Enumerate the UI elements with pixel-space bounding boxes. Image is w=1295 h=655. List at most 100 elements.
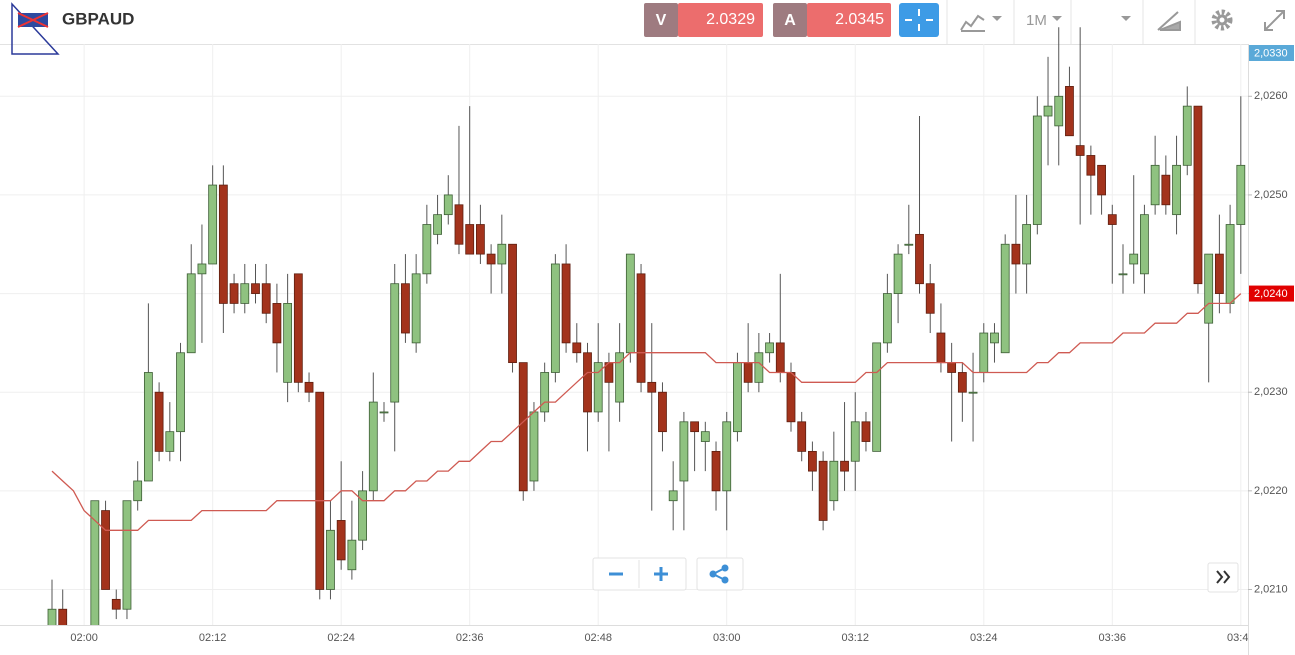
candle-body (368, 401, 378, 492)
candle-body (625, 253, 635, 354)
sell-price-box[interactable] (678, 3, 763, 37)
candle-body (336, 520, 346, 561)
candle-body (550, 263, 560, 373)
candle-body (1054, 95, 1064, 127)
buy-price-box[interactable] (807, 3, 891, 37)
candle-body (1000, 243, 1010, 354)
fullscreen-icon[interactable] (1264, 10, 1285, 31)
candle-body (122, 500, 132, 610)
candle-body (925, 283, 935, 314)
candle-body (315, 391, 325, 590)
x-tick-label: 03:48 (1227, 632, 1255, 644)
candle-body (111, 598, 121, 610)
dropdown-arrow[interactable] (1052, 16, 1062, 21)
candle-body (658, 391, 667, 433)
candle-body (379, 411, 389, 414)
dropdown-arrow[interactable] (1121, 16, 1131, 21)
candle-body (261, 283, 271, 314)
candle-body (518, 362, 528, 492)
candle-body (1118, 273, 1128, 276)
candle-body (797, 421, 807, 452)
candle-body (690, 421, 699, 433)
buy-price: 2.0345 (835, 11, 884, 28)
candle-body (497, 243, 507, 265)
x-tick-label: 03:36 (1099, 632, 1127, 644)
candle-body (176, 352, 185, 433)
candle-body (240, 283, 250, 304)
overlay-controls (592, 557, 1239, 593)
candle-body (1204, 253, 1214, 324)
settings-icon-core (1216, 14, 1228, 26)
buy-label-box[interactable] (773, 3, 807, 37)
candle-body (486, 253, 496, 265)
chart-type-icon[interactable] (960, 14, 985, 32)
candle-body (443, 194, 453, 216)
y-axis (1248, 44, 1295, 655)
y-tick-label: 2,0250 (1254, 189, 1288, 201)
zoom-in[interactable] (654, 567, 668, 581)
current-price-tag (1249, 285, 1294, 302)
candle-body (572, 342, 582, 354)
share-dot (721, 564, 729, 572)
candle-body (957, 372, 967, 393)
candle-body (1086, 155, 1096, 176)
candle-body (1161, 174, 1171, 206)
draw-icon[interactable] (1157, 11, 1181, 31)
candle-body (1172, 164, 1181, 216)
y-tick-label: 2,0210 (1254, 583, 1288, 595)
x-tick-label: 02:12 (199, 632, 227, 644)
timeframe[interactable]: 1M (1026, 12, 1047, 29)
candle-body (754, 352, 764, 383)
candle-body (1107, 214, 1117, 225)
share-button[interactable] (696, 557, 744, 591)
candle-body (904, 243, 914, 246)
candle-body (1150, 164, 1160, 206)
candle-body (1011, 243, 1021, 265)
y-tick-label: 2,0260 (1254, 90, 1288, 102)
candle-body (561, 263, 571, 344)
candle-body (818, 460, 828, 521)
settings-icon[interactable] (1211, 9, 1233, 31)
candle-body (872, 342, 882, 452)
candle-body (1193, 105, 1203, 285)
candle-body (615, 352, 625, 403)
crosshair-button[interactable] (899, 3, 939, 37)
candle-body (850, 421, 860, 462)
candle-body (840, 460, 849, 472)
candle-body (1097, 164, 1106, 196)
x-axis (0, 625, 1295, 655)
candle-body (1140, 214, 1149, 275)
candle-body (154, 391, 164, 452)
candle-body (229, 283, 239, 304)
flag-cross (17, 12, 49, 28)
candle-body (583, 352, 592, 413)
symbol: GBPAUD (62, 9, 134, 28)
candle-body (968, 391, 978, 394)
candle-body (186, 273, 196, 354)
candle-body (1214, 253, 1224, 294)
candle-body (390, 283, 400, 403)
sell-label-box[interactable] (644, 3, 678, 37)
buy-label: A (784, 12, 796, 29)
scroll-end-icon (1216, 570, 1231, 584)
candle-body (401, 283, 410, 334)
candle-body (593, 362, 603, 413)
scroll-end-button[interactable] (1207, 562, 1239, 593)
candle-body (636, 273, 646, 383)
candle-body (765, 342, 774, 354)
dropdown-arrow[interactable] (992, 16, 1002, 21)
top-price-tag (1249, 45, 1294, 61)
candle-body (700, 431, 710, 442)
candle-body (272, 303, 282, 344)
x-tick-label: 02:36 (456, 632, 484, 644)
candle-body (133, 480, 143, 502)
candle-body (722, 421, 732, 492)
candle-body (143, 372, 153, 482)
candle-body (529, 411, 539, 482)
candle-body (411, 273, 421, 344)
sell-price: 2.0329 (706, 11, 755, 28)
candle-body (1225, 224, 1235, 304)
candle-body (218, 184, 228, 304)
